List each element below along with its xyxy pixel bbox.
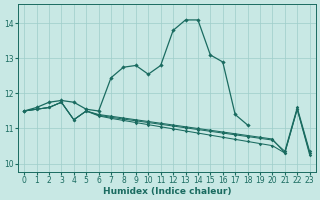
X-axis label: Humidex (Indice chaleur): Humidex (Indice chaleur) [103,187,231,196]
